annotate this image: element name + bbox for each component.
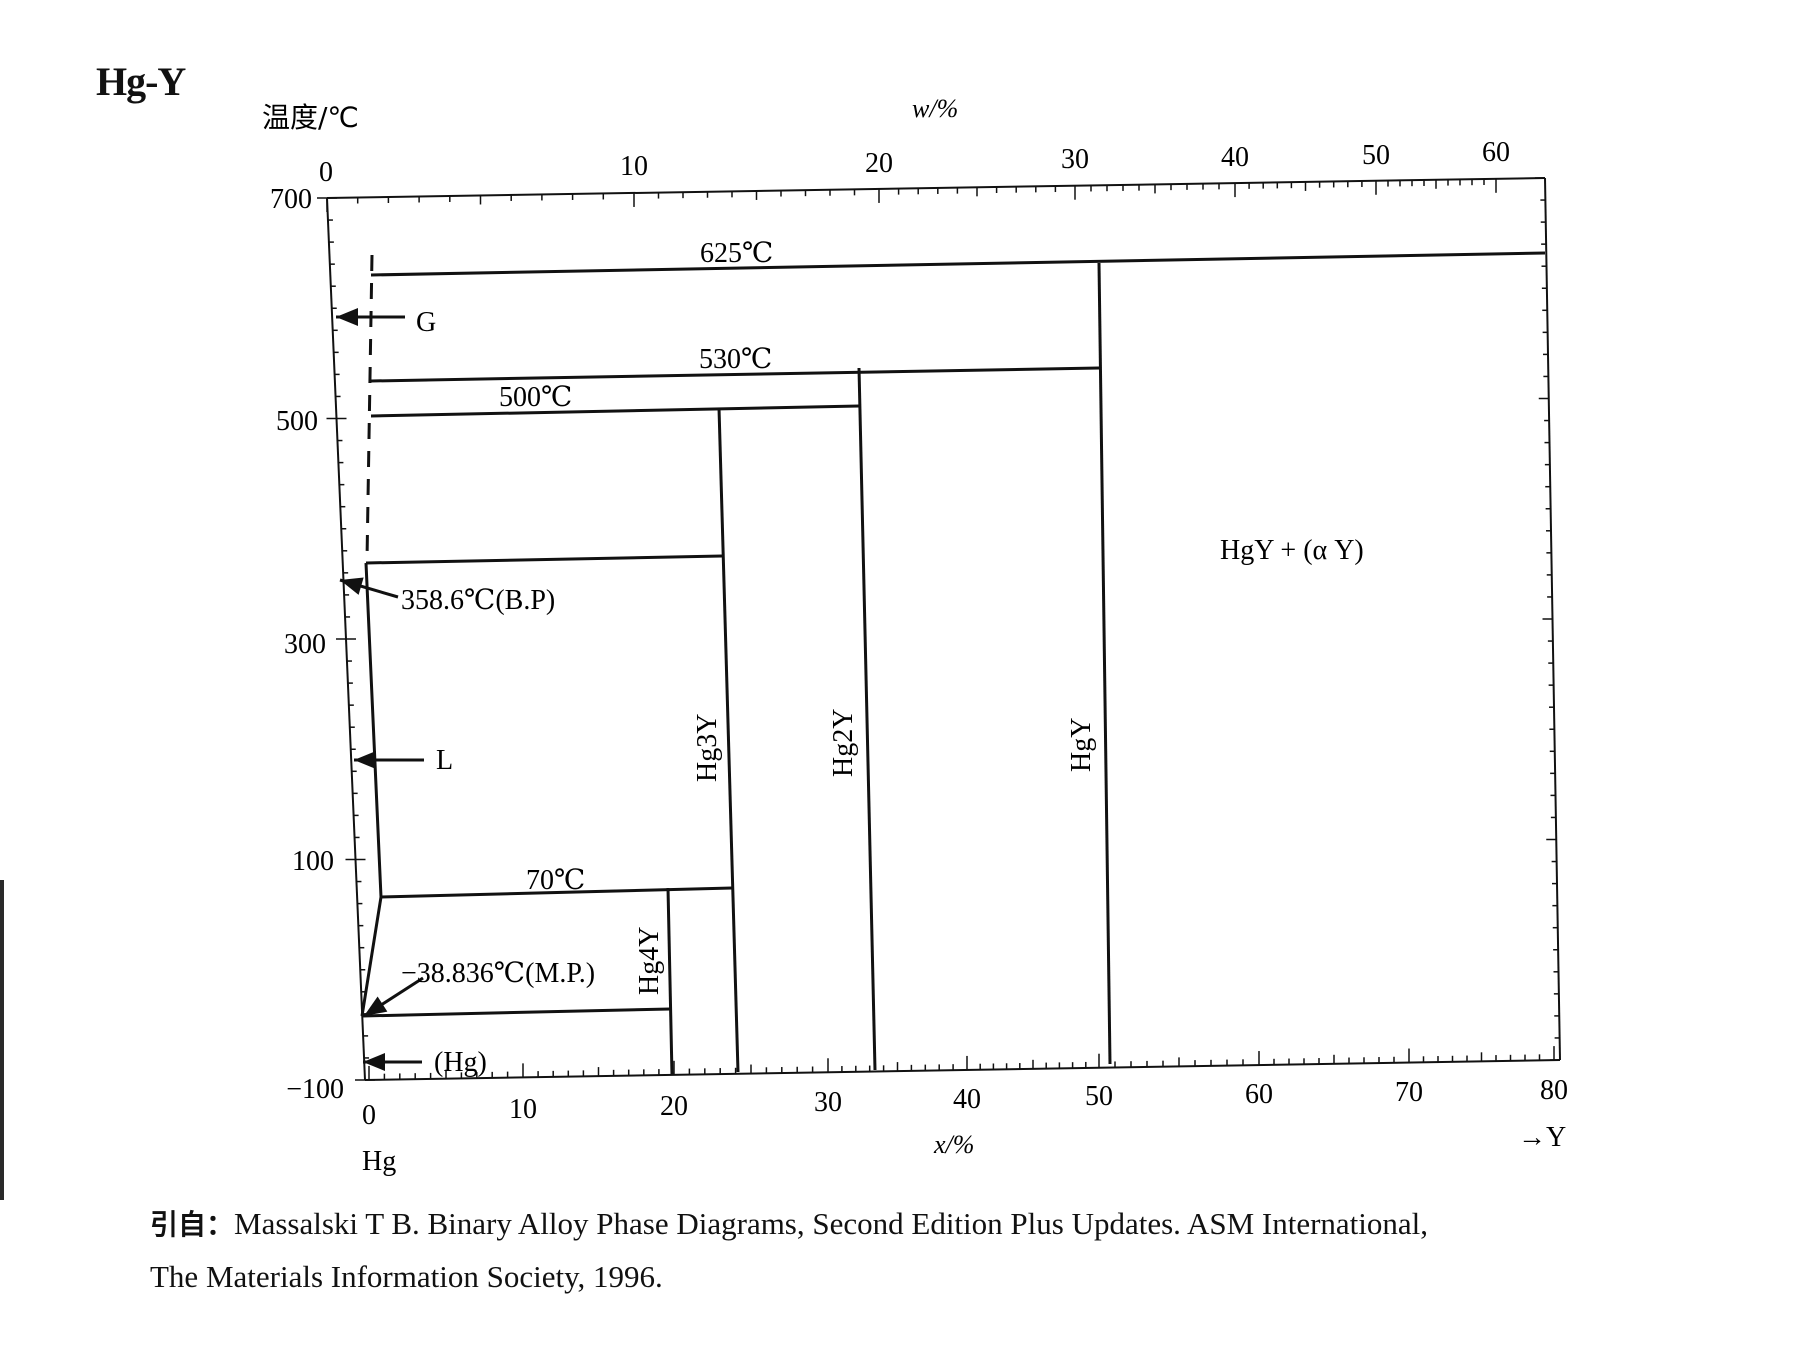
gas-liquid-boundary bbox=[365, 254, 374, 561]
x-tick-20: 20 bbox=[660, 1091, 688, 1122]
phase-boundaries bbox=[360, 251, 1546, 1076]
w-tick-50: 50 bbox=[1362, 140, 1390, 171]
label-500: 500℃ bbox=[499, 382, 572, 413]
y-tick-100: 100 bbox=[292, 846, 334, 877]
label-625: 625℃ bbox=[700, 238, 773, 269]
x-tick-40: 40 bbox=[953, 1084, 981, 1115]
frame-top bbox=[326, 177, 1546, 199]
w-tick-10: 10 bbox=[620, 151, 648, 182]
label-hg4y: Hg4Y bbox=[634, 927, 665, 995]
w-tick-20: 20 bbox=[865, 148, 893, 179]
y-tick-700: 700 bbox=[270, 184, 312, 215]
y-tick-500: 500 bbox=[276, 406, 318, 437]
arrow-boiling-point-head bbox=[340, 577, 364, 595]
arrow-liquid-head bbox=[354, 751, 376, 769]
isotherm-530 bbox=[370, 366, 1100, 383]
compound-hg2y bbox=[857, 367, 877, 1071]
isotherm-500 bbox=[370, 404, 860, 418]
label-boiling-point: 358.6℃(B.P) bbox=[401, 585, 555, 616]
y-tick-minus100: −100 bbox=[286, 1074, 344, 1105]
isotherm-625 bbox=[370, 251, 1546, 277]
annotation-arrows bbox=[336, 308, 424, 1071]
left-element-label: Hg bbox=[362, 1146, 396, 1177]
scan-edge-shadow bbox=[0, 880, 4, 1200]
diagram-title: Hg-Y bbox=[96, 59, 186, 104]
citation-line-1: 引自：Massalski T B. Binary Alloy Phase Dia… bbox=[150, 1198, 1790, 1251]
bottom-axis-label: x/% bbox=[933, 1130, 974, 1159]
x-tick-60: 60 bbox=[1245, 1079, 1273, 1110]
citation-line-2: The Materials Information Society, 1996. bbox=[150, 1259, 663, 1294]
label-hgy: HgY bbox=[1066, 718, 1097, 772]
compound-hg4y bbox=[666, 887, 674, 1076]
arrow-gas-head bbox=[336, 308, 358, 326]
label-hg3y: Hg3Y bbox=[692, 714, 723, 782]
w-tick-30: 30 bbox=[1061, 144, 1089, 175]
citation-text-1: Massalski T B. Binary Alloy Phase Diagra… bbox=[234, 1206, 1429, 1241]
isotherm-70 bbox=[380, 886, 733, 899]
x-tick-30: 30 bbox=[814, 1087, 842, 1118]
x-tick-10: 10 bbox=[509, 1094, 537, 1125]
plot-frame bbox=[326, 177, 1561, 1081]
x-tick-80: 80 bbox=[1540, 1075, 1568, 1106]
w-tick-60: 60 bbox=[1482, 137, 1510, 168]
liquidus-left bbox=[360, 562, 383, 1017]
right-element-label: →Y bbox=[1518, 1122, 1566, 1153]
x-tick-70: 70 bbox=[1395, 1077, 1423, 1108]
frame-bottom bbox=[364, 1059, 1561, 1081]
label-530: 530℃ bbox=[699, 344, 772, 375]
label-70: 70℃ bbox=[526, 865, 585, 896]
arrow-melting-point-head bbox=[364, 996, 388, 1016]
compound-hgy bbox=[1097, 262, 1112, 1065]
label-gas: G bbox=[416, 307, 436, 338]
label-hg-solid: (Hg) bbox=[434, 1047, 487, 1078]
label-melting-point: −38.836℃(M.P.) bbox=[401, 958, 595, 989]
y-axis-label: 温度/℃ bbox=[262, 101, 359, 134]
w-tick-0: 0 bbox=[319, 157, 333, 188]
compound-hg3y bbox=[717, 407, 740, 1073]
label-hgy-alpha-y: HgY + (α Y) bbox=[1220, 535, 1364, 566]
top-axis-label: w/% bbox=[912, 94, 958, 123]
citation-lead: 引自： bbox=[150, 1208, 235, 1241]
isotherm-mp bbox=[361, 1007, 671, 1018]
x-tick-0: 0 bbox=[362, 1100, 376, 1131]
citation: 引自：Massalski T B. Binary Alloy Phase Dia… bbox=[150, 1198, 1790, 1303]
w-tick-40: 40 bbox=[1221, 142, 1249, 173]
x-tick-50: 50 bbox=[1085, 1081, 1113, 1112]
y-tick-300: 300 bbox=[284, 629, 326, 660]
arrow-hg-solid-head bbox=[363, 1053, 385, 1071]
isotherm-bp-liquid-top bbox=[365, 554, 723, 565]
label-hg2y: Hg2Y bbox=[828, 709, 859, 777]
axis-ticks bbox=[317, 177, 1560, 1081]
label-liquid: L bbox=[436, 745, 453, 776]
